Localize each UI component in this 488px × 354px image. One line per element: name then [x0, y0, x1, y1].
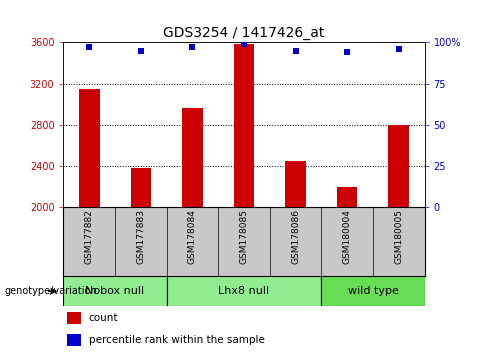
Text: GSM177883: GSM177883 — [136, 209, 145, 264]
Bar — [182, 108, 203, 207]
Point — [395, 46, 403, 52]
Text: GSM177882: GSM177882 — [85, 209, 94, 264]
Bar — [67, 312, 81, 324]
Bar — [63, 276, 166, 306]
Bar — [79, 89, 100, 207]
Point — [343, 50, 351, 55]
Bar — [285, 161, 306, 207]
Point — [85, 45, 93, 50]
Bar — [388, 125, 409, 207]
Text: GSM178086: GSM178086 — [291, 209, 300, 264]
Point — [292, 48, 300, 53]
Title: GDS3254 / 1417426_at: GDS3254 / 1417426_at — [163, 26, 325, 40]
Bar — [234, 44, 254, 207]
Bar — [166, 276, 322, 306]
Text: Lhx8 null: Lhx8 null — [219, 286, 269, 296]
Bar — [322, 276, 425, 306]
Text: percentile rank within the sample: percentile rank within the sample — [89, 335, 264, 345]
Text: wild type: wild type — [347, 286, 398, 296]
Text: genotype/variation: genotype/variation — [5, 286, 98, 296]
Text: GSM180005: GSM180005 — [394, 209, 403, 264]
Text: GSM178085: GSM178085 — [240, 209, 248, 264]
Bar — [67, 333, 81, 346]
Point — [240, 41, 248, 47]
Point — [137, 48, 145, 53]
Bar — [337, 187, 358, 207]
Bar — [130, 168, 151, 207]
Text: GSM180004: GSM180004 — [343, 209, 352, 264]
Text: count: count — [89, 313, 118, 323]
Text: Nobox null: Nobox null — [85, 286, 144, 296]
Text: GSM178084: GSM178084 — [188, 209, 197, 264]
Point — [188, 45, 196, 50]
